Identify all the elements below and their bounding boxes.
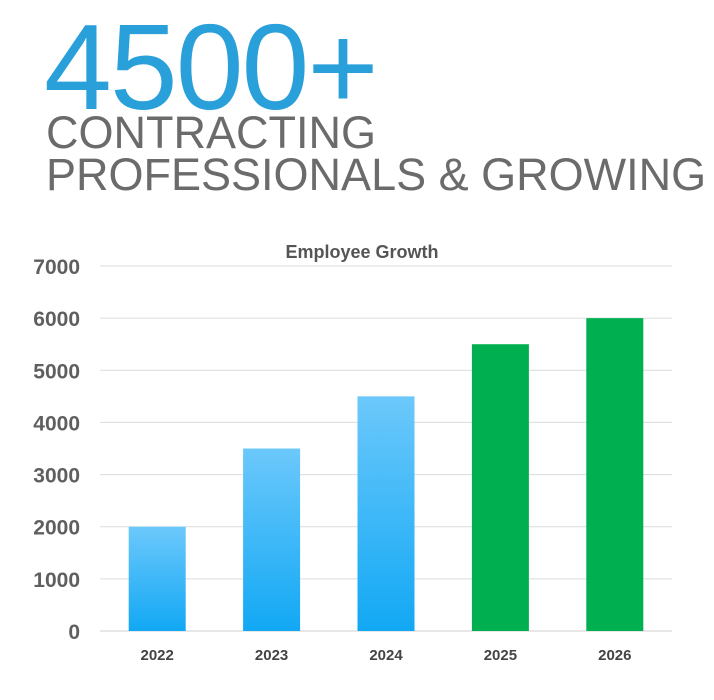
- x-tick-label: 2026: [598, 647, 631, 664]
- y-tick-label: 0: [68, 621, 80, 644]
- y-tick-label: 6000: [33, 308, 80, 331]
- chart-title: Employee Growth: [285, 242, 438, 262]
- headline-line-2: PROFESSIONALS & GROWING: [46, 149, 707, 200]
- bar-2024: [357, 396, 415, 631]
- bar-2026: [586, 318, 644, 631]
- headline-line-1: CONTRACTING: [46, 107, 376, 158]
- y-tick-label: 4000: [33, 412, 80, 435]
- y-tick-label: 5000: [33, 360, 80, 383]
- headline-number: 4500+: [44, 0, 379, 135]
- bar-2023: [243, 448, 301, 631]
- y-tick-label: 1000: [33, 569, 80, 592]
- x-tick-label: 2022: [141, 647, 174, 664]
- y-tick-label: 3000: [33, 465, 80, 488]
- bar-2022: [128, 526, 186, 631]
- y-tick-label: 2000: [33, 517, 80, 540]
- bar-2025: [471, 344, 529, 631]
- x-tick-label: 2025: [484, 647, 517, 664]
- x-tick-label: 2024: [369, 647, 403, 664]
- x-tick-label: 2023: [255, 647, 288, 664]
- y-tick-label: 7000: [33, 256, 80, 279]
